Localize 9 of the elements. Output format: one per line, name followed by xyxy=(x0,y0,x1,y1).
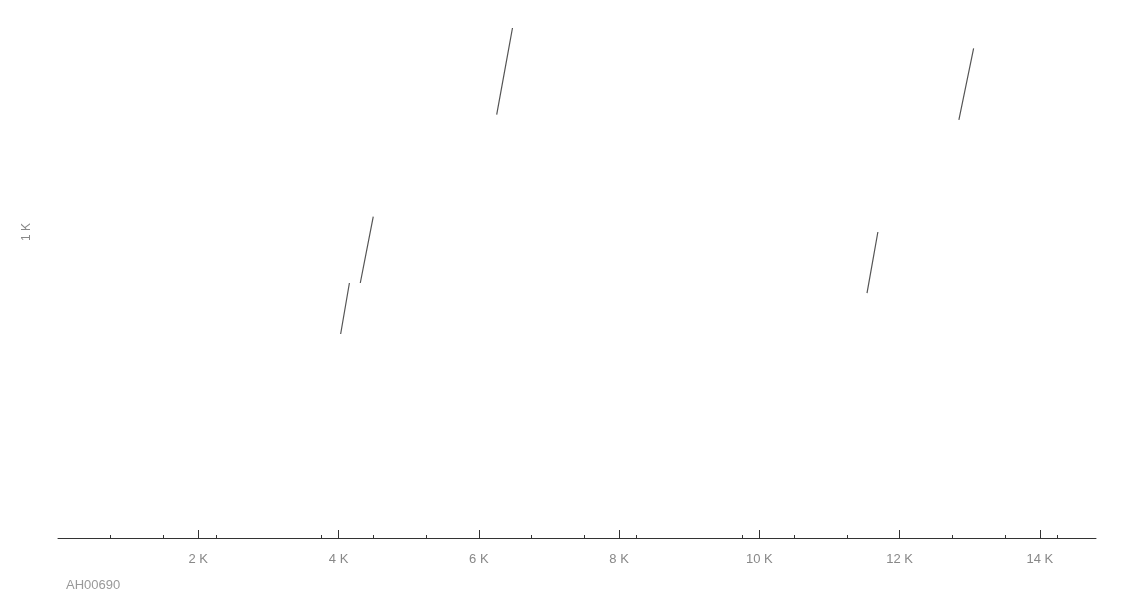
x-tick-label: 8 K xyxy=(609,551,630,566)
x-tick-label: 4 K xyxy=(328,551,349,566)
x-tick-label: 6 K xyxy=(469,551,489,566)
x-tick-label: 14 K xyxy=(1026,551,1054,566)
text: 1 K xyxy=(19,223,33,242)
x-tick-label: 12 K xyxy=(886,551,914,566)
text: AH00690 xyxy=(66,577,121,592)
x-tick-label: 10 K xyxy=(745,551,774,566)
x-tick-label: 2 K xyxy=(188,551,209,566)
